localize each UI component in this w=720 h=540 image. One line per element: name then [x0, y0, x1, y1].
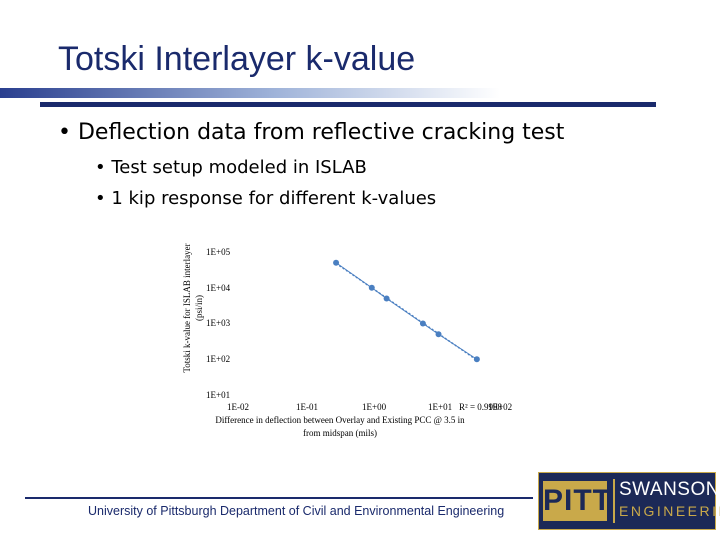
x-tick-label: 1E+01 — [428, 402, 452, 412]
title-underline — [0, 88, 656, 107]
logo-pitt: PITT — [543, 481, 611, 521]
bullet-kip-response: • 1 kip response for different k-values — [95, 188, 437, 209]
k-value-chart: Totski k-value for ISLAB interlayer (psi… — [182, 243, 512, 438]
y-axis-label: Totski k-value for ISLAB interlayer — [182, 243, 192, 372]
y-tick-label: 1E+03 — [206, 318, 231, 328]
data-point — [368, 284, 375, 291]
pitt-swanson-logo: PITT SWANSON ENGINEERING — [538, 472, 720, 530]
bullet-deflection-data: • Deflection data from reflective cracki… — [58, 120, 565, 145]
data-point — [435, 331, 442, 338]
r-squared-label: R² = 0.9998 — [459, 402, 503, 412]
logo-engineering: ENGINEERING — [619, 503, 720, 519]
x-axis-label: Difference in deflection between Overlay… — [215, 415, 465, 425]
data-point — [333, 259, 340, 266]
x-tick-label: 1E+00 — [362, 402, 387, 412]
bullet-islab-setup: • Test setup modeled in ISLAB — [95, 157, 367, 178]
series-line — [335, 262, 478, 360]
y-tick-label: 1E+01 — [206, 390, 230, 400]
data-point — [473, 356, 480, 363]
logo-swanson: SWANSON — [619, 479, 720, 500]
x-tick-label: 1E-01 — [296, 402, 318, 412]
y-axis-label-units: (psi/in) — [194, 295, 204, 321]
x-tick-label: 1E+02 — [488, 402, 512, 412]
x-tick-label: 1E-02 — [227, 402, 249, 412]
logo-divider — [613, 479, 615, 523]
footer-rule — [25, 497, 533, 499]
y-tick-label: 1E+05 — [206, 247, 231, 257]
x-axis-label-cont: from midspan (mils) — [303, 428, 377, 438]
y-tick-label: 1E+02 — [206, 354, 230, 364]
data-point — [383, 295, 390, 302]
data-point — [419, 320, 426, 327]
footer-text: University of Pittsburgh Department of C… — [88, 504, 505, 518]
y-tick-label: 1E+04 — [206, 283, 231, 293]
slide-title: Totski Interlayer k-value — [58, 40, 416, 78]
